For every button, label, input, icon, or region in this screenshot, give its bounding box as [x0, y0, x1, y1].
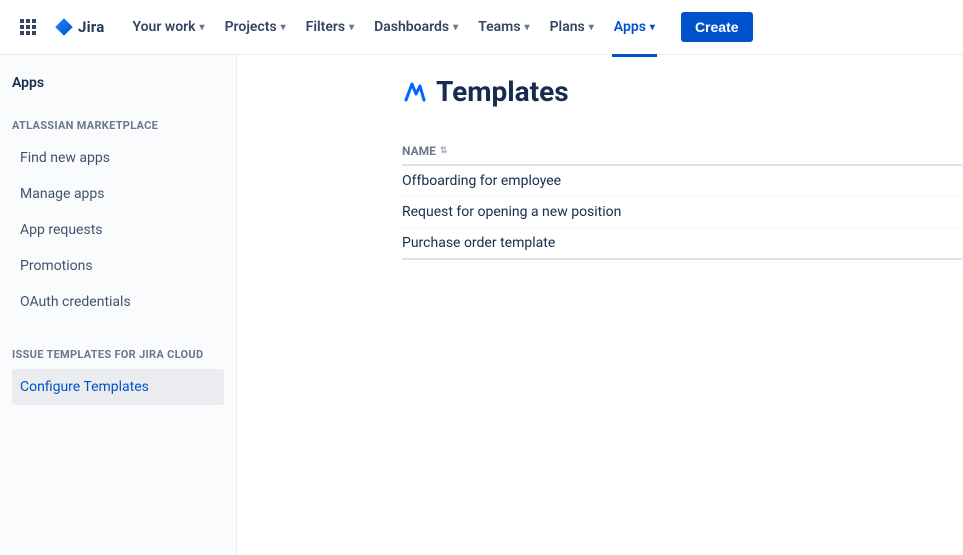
chevron-down-icon: ▾ [589, 22, 594, 33]
main: Templates NAME ⇅ Offboarding for employe… [237, 55, 963, 555]
nav-label: Projects [225, 19, 277, 35]
templates-icon [402, 80, 426, 104]
layout: Apps ATLASSIAN MARKETPLACE Find new apps… [0, 55, 963, 555]
nav-items: Your work ▾ Projects ▾ Filters ▾ Dashboa… [122, 13, 665, 41]
sidebar: Apps ATLASSIAN MARKETPLACE Find new apps… [0, 55, 237, 555]
chevron-down-icon: ▾ [200, 22, 205, 33]
sidebar-item-configure-templates[interactable]: Configure Templates [12, 369, 224, 405]
nav-label: Filters [306, 19, 345, 35]
nav-apps[interactable]: Apps ▾ [604, 13, 665, 41]
sort-icon: ⇅ [440, 147, 448, 156]
nav-label: Your work [132, 19, 195, 35]
top-nav: Jira Your work ▾ Projects ▾ Filters ▾ Da… [0, 0, 963, 55]
page-title: Templates [436, 75, 569, 108]
create-button[interactable]: Create [681, 12, 753, 42]
sidebar-item-find-new-apps[interactable]: Find new apps [12, 140, 224, 176]
chevron-down-icon: ▾ [281, 22, 286, 33]
column-name[interactable]: NAME ⇅ [402, 144, 447, 158]
content: Templates NAME ⇅ Offboarding for employe… [402, 75, 963, 260]
table-row[interactable]: Purchase order template [402, 228, 962, 260]
sidebar-item-promotions[interactable]: Promotions [12, 248, 224, 284]
sidebar-section-marketplace: ATLASSIAN MARKETPLACE [12, 111, 232, 140]
column-label: NAME [402, 144, 436, 158]
jira-logo-icon [54, 17, 74, 37]
nav-your-work[interactable]: Your work ▾ [122, 13, 214, 41]
sidebar-section-issue-templates: ISSUE TEMPLATES FOR JIRA CLOUD [12, 340, 232, 369]
nav-label: Dashboards [374, 19, 449, 35]
app-switcher-icon[interactable] [12, 11, 44, 43]
nav-teams[interactable]: Teams ▾ [468, 13, 539, 41]
grid-icon [20, 19, 36, 35]
chevron-down-icon: ▾ [525, 22, 530, 33]
nav-plans[interactable]: Plans ▾ [540, 13, 604, 41]
jira-logo[interactable]: Jira [48, 17, 110, 37]
nav-filters[interactable]: Filters ▾ [296, 13, 364, 41]
table-row[interactable]: Request for opening a new position [402, 197, 962, 228]
nav-label: Teams [478, 19, 520, 35]
nav-dashboards[interactable]: Dashboards ▾ [364, 13, 468, 41]
nav-label: Apps [614, 19, 646, 35]
nav-label: Plans [550, 19, 585, 35]
nav-projects[interactable]: Projects ▾ [215, 13, 296, 41]
table-header: NAME ⇅ [402, 144, 962, 166]
sidebar-title: Apps [12, 75, 232, 111]
table-row[interactable]: Offboarding for employee [402, 166, 962, 197]
chevron-down-icon: ▾ [453, 22, 458, 33]
brand-name: Jira [78, 18, 104, 36]
sidebar-item-manage-apps[interactable]: Manage apps [12, 176, 224, 212]
sidebar-item-oauth-credentials[interactable]: OAuth credentials [12, 284, 224, 320]
page-heading: Templates [402, 75, 963, 108]
chevron-down-icon: ▾ [349, 22, 354, 33]
sidebar-item-app-requests[interactable]: App requests [12, 212, 224, 248]
templates-table: NAME ⇅ Offboarding for employee Request … [402, 144, 962, 260]
chevron-down-icon: ▾ [650, 22, 655, 33]
